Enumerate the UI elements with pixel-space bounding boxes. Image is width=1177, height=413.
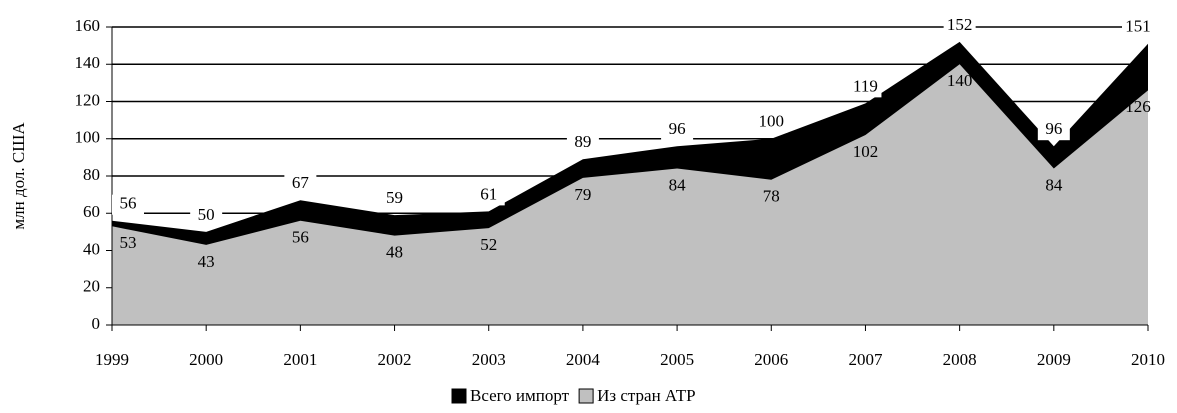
y-tick-label: 60 [83, 202, 100, 221]
label-bg [1037, 120, 1070, 141]
data-label: 100 [759, 112, 785, 131]
label-bg [378, 189, 411, 210]
data-label: 151 [1125, 17, 1151, 36]
y-tick-label: 160 [75, 16, 101, 35]
x-tick-label: 2008 [943, 350, 977, 369]
legend-label: Из стран АТР [597, 386, 695, 405]
x-tick-label: 2000 [189, 350, 223, 369]
data-label: 67 [292, 173, 310, 192]
data-label: 119 [853, 76, 878, 95]
x-tick-label: 1999 [95, 350, 129, 369]
legend-label: Всего импорт [470, 386, 570, 405]
data-label: 56 [120, 194, 137, 213]
data-label: 48 [386, 243, 403, 262]
data-label: 50 [198, 205, 215, 224]
data-label: 52 [480, 235, 497, 254]
data-label: 59 [386, 188, 403, 207]
x-tick-label: 2005 [660, 350, 694, 369]
data-label: 53 [120, 233, 137, 252]
data-label: 61 [480, 184, 497, 203]
label-bg [284, 174, 317, 195]
x-tick-label: 2002 [378, 350, 412, 369]
area [112, 64, 1148, 325]
data-label: 84 [1045, 175, 1063, 194]
y-tick-label: 120 [75, 90, 101, 109]
x-tick-label: 2010 [1131, 350, 1165, 369]
x-tick-label: 2007 [848, 350, 883, 369]
legend-swatch [578, 388, 594, 404]
y-tick-label: 40 [83, 239, 100, 258]
label-bg [943, 15, 976, 36]
legend-swatch [451, 388, 467, 404]
data-label: 78 [763, 187, 780, 206]
y-tick-label: 80 [83, 165, 100, 184]
data-label: 89 [574, 132, 591, 151]
y-axis-label: млн дол. США [9, 122, 28, 230]
label-bg [755, 112, 788, 133]
data-label: 56 [292, 228, 309, 247]
y-tick-label: 0 [92, 314, 101, 333]
label-bg [849, 77, 882, 98]
data-label: 96 [669, 119, 686, 138]
data-label: 126 [1125, 97, 1151, 116]
label-bg [1122, 17, 1154, 38]
data-label: 102 [853, 142, 879, 161]
data-label: 140 [947, 71, 973, 90]
y-tick-label: 140 [75, 53, 101, 72]
label-bg [112, 194, 144, 215]
x-tick-label: 2001 [283, 350, 317, 369]
label-bg [190, 205, 223, 226]
x-tick-label: 2003 [472, 350, 506, 369]
x-tick-label: 2004 [566, 350, 601, 369]
data-label: 84 [669, 175, 687, 194]
y-tick-label: 20 [83, 277, 100, 296]
data-label: 79 [574, 185, 591, 204]
label-bg [566, 133, 599, 154]
data-label: 152 [947, 15, 973, 34]
y-tick-label: 100 [75, 128, 101, 147]
data-label: 43 [198, 252, 215, 271]
data-label: 96 [1045, 119, 1062, 138]
label-bg [661, 120, 694, 141]
label-bg [472, 185, 505, 206]
x-tick-label: 2009 [1037, 350, 1071, 369]
x-tick-label: 2006 [754, 350, 788, 369]
